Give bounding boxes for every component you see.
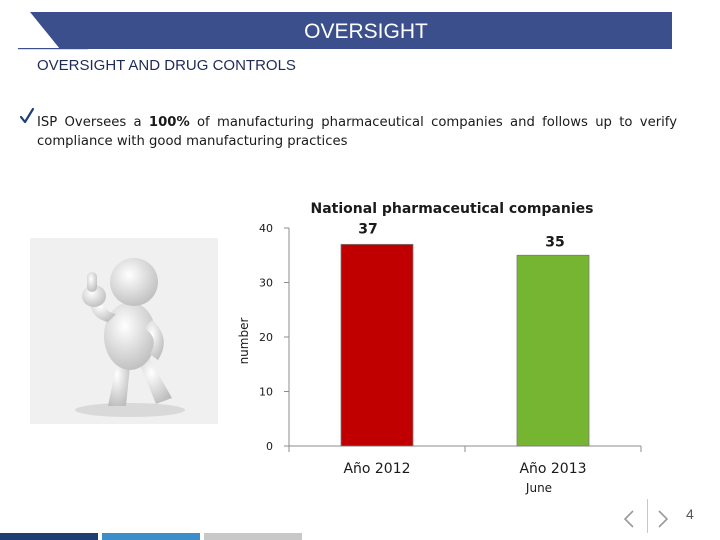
- thumbs-up-figure: [30, 238, 218, 424]
- y-tick-label: 30: [259, 277, 273, 290]
- checkmark-icon: [20, 108, 34, 124]
- footer-bar-dark: [0, 533, 98, 540]
- footer-bar-blue: [102, 533, 200, 540]
- bullet-text-start: ISP Oversees a: [37, 115, 149, 130]
- x-tick-label: Año 2012: [343, 461, 410, 477]
- data-label: 35: [545, 234, 564, 250]
- chevron-left-icon[interactable]: [623, 510, 634, 528]
- x-tick-label: Año 2013: [519, 461, 586, 477]
- page-title: OVERSIGHT: [304, 20, 428, 43]
- category-note: June: [525, 481, 552, 495]
- bar-1: [340, 243, 414, 447]
- header-banner: [30, 12, 672, 49]
- y-tick-label: 40: [259, 222, 273, 235]
- y-tick-label: 10: [259, 386, 273, 399]
- bar-2: [516, 254, 590, 447]
- footer-bar-grey: [204, 533, 302, 540]
- bullet-text-bold: 100%: [148, 115, 190, 130]
- chart-title: National pharmaceutical companies: [311, 201, 594, 217]
- y-axis-label: number: [237, 318, 251, 365]
- bullet-text: ISP Oversees a 100% of manufacturing pha…: [37, 113, 677, 151]
- chevron-right-icon[interactable]: [658, 510, 669, 528]
- page-number: 4: [686, 506, 694, 522]
- thumbs-up-illustration: [75, 258, 185, 417]
- slide-navigation: [623, 510, 669, 528]
- bullet-text-end: of manufacturing pharmaceutical companie…: [37, 115, 678, 149]
- data-label: 37: [358, 221, 377, 237]
- section-subtitle: OVERSIGHT AND DRUG CONTROLS: [37, 57, 296, 74]
- y-tick-label: 20: [259, 331, 273, 344]
- nav-divider: [647, 499, 648, 533]
- y-tick-label: 0: [266, 440, 273, 453]
- header-underline: [18, 48, 88, 50]
